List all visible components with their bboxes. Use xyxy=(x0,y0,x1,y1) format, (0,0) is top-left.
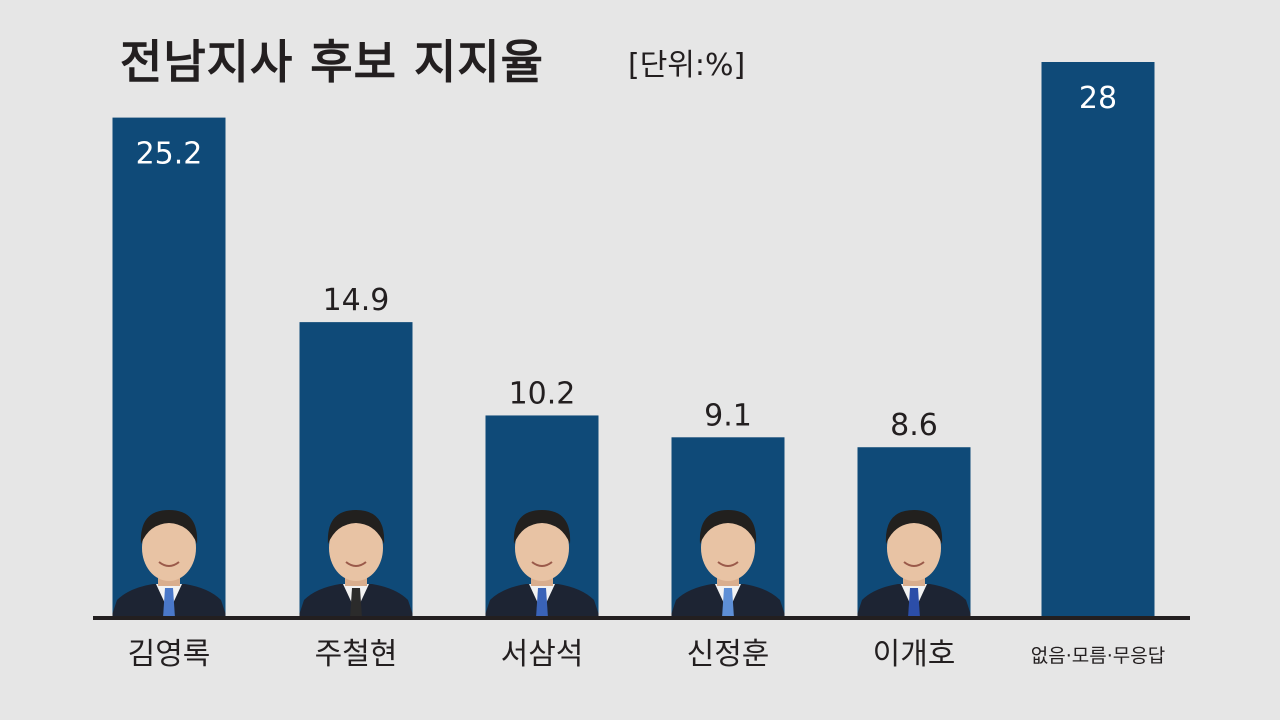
hair-shape xyxy=(513,510,571,544)
data-label: 10.2 xyxy=(509,376,576,411)
tie-shape xyxy=(536,588,548,618)
data-label: 28 xyxy=(1079,81,1117,116)
category-label: 없음·모름·무응답 xyxy=(1031,645,1165,667)
chart-title: 전남지사 후보 지지율 xyxy=(120,35,544,89)
hair-shape xyxy=(885,510,943,544)
smile-shape xyxy=(717,561,739,567)
candidate-photo xyxy=(485,510,599,618)
head-shape xyxy=(515,515,569,581)
data-label: 9.1 xyxy=(704,398,752,433)
candidate-photo xyxy=(857,510,971,618)
smile-shape xyxy=(903,561,925,567)
candidate-photo xyxy=(299,510,413,618)
data-label: 25.2 xyxy=(136,137,203,172)
tie-shape xyxy=(722,588,734,618)
category-label: 김영록 xyxy=(128,637,211,672)
head-shape xyxy=(142,515,196,581)
hair-shape xyxy=(699,510,757,544)
head-shape xyxy=(329,515,383,581)
category-label: 주철현 xyxy=(315,637,398,672)
candidate-photo xyxy=(671,510,785,618)
candidate-photo-4 xyxy=(671,510,785,618)
candidate-photo-5 xyxy=(857,510,971,618)
bar xyxy=(1041,62,1155,618)
head-shape xyxy=(887,515,941,581)
tie-shape xyxy=(350,588,362,618)
category-label: 서삼석 xyxy=(501,637,584,672)
category-label: 이개호 xyxy=(873,637,956,672)
candidate-photo-3 xyxy=(485,510,599,618)
tie-shape xyxy=(163,588,175,618)
hair-shape xyxy=(140,510,198,544)
head-shape xyxy=(701,515,755,581)
data-label: 14.9 xyxy=(323,283,390,318)
candidate-photo-2 xyxy=(299,510,413,618)
data-label: 8.6 xyxy=(890,408,938,443)
smile-shape xyxy=(158,561,180,567)
hair-shape xyxy=(327,510,385,544)
smile-shape xyxy=(345,561,367,567)
unit-label: [단위:%] xyxy=(628,48,746,83)
candidate-photo-1 xyxy=(112,510,226,618)
candidate-photo xyxy=(112,510,226,618)
smile-shape xyxy=(531,561,553,567)
tie-shape xyxy=(908,588,920,618)
category-label: 신정훈 xyxy=(687,637,770,672)
